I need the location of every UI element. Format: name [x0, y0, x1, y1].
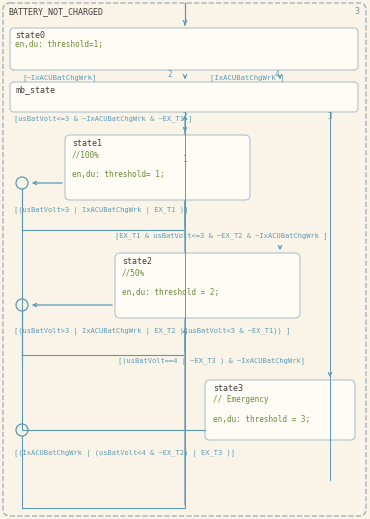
- Text: state0: state0: [15, 31, 45, 40]
- Text: state2: state2: [122, 257, 152, 266]
- Text: 3: 3: [354, 7, 359, 16]
- FancyBboxPatch shape: [205, 380, 355, 440]
- Text: 2: 2: [167, 70, 172, 79]
- Text: [(usBatVolt>3 | IxACUBatChgWrk | EX_T1 )]: [(usBatVolt>3 | IxACUBatChgWrk | EX_T1 )…: [14, 207, 188, 214]
- Text: [(IxACUBatChgWrk | (usBatVolt<4 & ~EX_T2) | EX_T3 )]: [(IxACUBatChgWrk | (usBatVolt<4 & ~EX_T2…: [14, 450, 235, 457]
- Text: en,du: threshold= 1;: en,du: threshold= 1;: [72, 170, 165, 179]
- Text: 4: 4: [275, 70, 280, 79]
- Text: // Emergency: // Emergency: [213, 395, 269, 404]
- FancyBboxPatch shape: [10, 82, 358, 112]
- Text: [usBatVolt<=3 & ~IxACUBatChgWrk & ~EX_T1 ]: [usBatVolt<=3 & ~IxACUBatChgWrk & ~EX_T1…: [14, 115, 192, 122]
- Text: state3: state3: [213, 384, 243, 393]
- Text: en,du: threshold=1;: en,du: threshold=1;: [15, 40, 103, 49]
- Text: BATTERY_NOT_CHARGED: BATTERY_NOT_CHARGED: [8, 7, 103, 16]
- Text: en,du: threshold = 3;: en,du: threshold = 3;: [213, 415, 310, 424]
- Text: [IxACUBatChgWrk ]: [IxACUBatChgWrk ]: [210, 74, 285, 81]
- Text: 3: 3: [327, 112, 332, 121]
- Text: //50%: //50%: [122, 268, 145, 277]
- Text: //100%: //100%: [72, 150, 100, 159]
- Text: [(usBatVolt==4 | ~EX_T3 ) & ~IxACUBatChgWrk]: [(usBatVolt==4 | ~EX_T3 ) & ~IxACUBatChg…: [118, 358, 305, 365]
- FancyBboxPatch shape: [115, 253, 300, 318]
- FancyBboxPatch shape: [65, 135, 250, 200]
- Text: [EX_T1 & usBatVolt<=3 & ~EX_T2 & ~IxACUBatChgWrk ]: [EX_T1 & usBatVolt<=3 & ~EX_T2 & ~IxACUB…: [115, 232, 327, 239]
- Text: 2: 2: [182, 112, 186, 121]
- Text: mb_state: mb_state: [15, 85, 55, 94]
- Text: [(usBatVolt>3 | IxACUBatChgWrk | EX_T2 |(usBatVolt<3 & ~EX_T1)) ]: [(usBatVolt>3 | IxACUBatChgWrk | EX_T2 |…: [14, 328, 290, 335]
- Text: en,du: threshold = 2;: en,du: threshold = 2;: [122, 288, 219, 297]
- Text: state1: state1: [72, 139, 102, 148]
- FancyBboxPatch shape: [3, 3, 366, 516]
- Text: [~IxACUBatChgWrk]: [~IxACUBatChgWrk]: [22, 74, 96, 81]
- Text: 1: 1: [182, 155, 186, 164]
- FancyBboxPatch shape: [10, 28, 358, 70]
